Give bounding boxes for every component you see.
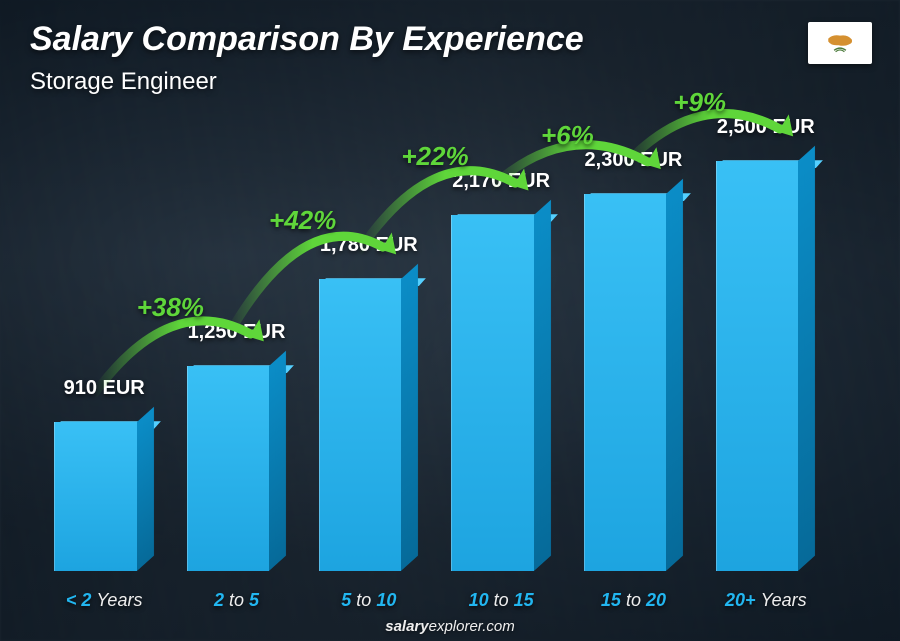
bar-side-face — [798, 145, 815, 571]
chart-subtitle: Storage Engineer — [30, 68, 217, 96]
bar-side-face — [137, 406, 154, 571]
bar-chart: 910 EUR1,250 EUR1,780 EUR2,170 EUR2,300 … — [50, 120, 820, 571]
bar-side-face — [269, 350, 286, 571]
x-axis-label: 10 to 15 — [447, 590, 555, 611]
bar-front-face — [187, 366, 269, 571]
bar-column: 2,500 EUR — [712, 161, 820, 571]
bar-front-face — [54, 422, 136, 571]
x-axis-label: 2 to 5 — [182, 590, 290, 611]
x-axis-label: 15 to 20 — [579, 590, 687, 611]
footer-brand-bold: salary — [385, 618, 428, 635]
footer-brand: salaryexplorer.com — [0, 618, 900, 635]
bar — [50, 422, 158, 571]
bar-side-face — [666, 178, 683, 571]
bar-front-face — [716, 161, 798, 571]
bar-value-label: 1,250 EUR — [188, 321, 286, 344]
bar-value-label: 1,780 EUR — [320, 234, 418, 257]
bar — [712, 161, 820, 571]
x-axis: < 2 Years 2 to 5 5 to 10 10 to 15 15 to 20 20… — [50, 590, 820, 611]
bar-side-face — [401, 263, 418, 571]
bar-value-label: 2,170 EUR — [452, 170, 550, 193]
x-axis-label: 5 to 10 — [315, 590, 423, 611]
bar-column: 1,250 EUR — [182, 366, 290, 571]
bar-front-face — [584, 194, 666, 571]
chart-title: Salary Comparison By Experience — [30, 20, 584, 59]
bar — [315, 279, 423, 571]
bar-value-label: 2,500 EUR — [717, 116, 815, 139]
bar-side-face — [534, 199, 551, 571]
flag-cyprus-icon — [818, 28, 862, 58]
bar — [579, 194, 687, 571]
x-axis-label: < 2 Years — [50, 590, 158, 611]
bar-column: 2,170 EUR — [447, 215, 555, 571]
bar-column: 910 EUR — [50, 422, 158, 571]
bar-column: 2,300 EUR — [579, 194, 687, 571]
bar — [447, 215, 555, 571]
bar — [182, 366, 290, 571]
x-axis-label: 20+ Years — [712, 590, 820, 611]
country-flag — [808, 22, 872, 64]
bar-value-label: 910 EUR — [64, 377, 145, 400]
infographic-stage: Salary Comparison By Experience Storage … — [0, 0, 900, 641]
bar-front-face — [319, 279, 401, 571]
bar-value-label: 2,300 EUR — [585, 149, 683, 172]
bar-front-face — [451, 215, 533, 571]
footer-brand-rest: explorer.com — [429, 618, 515, 635]
bar-column: 1,780 EUR — [315, 279, 423, 571]
